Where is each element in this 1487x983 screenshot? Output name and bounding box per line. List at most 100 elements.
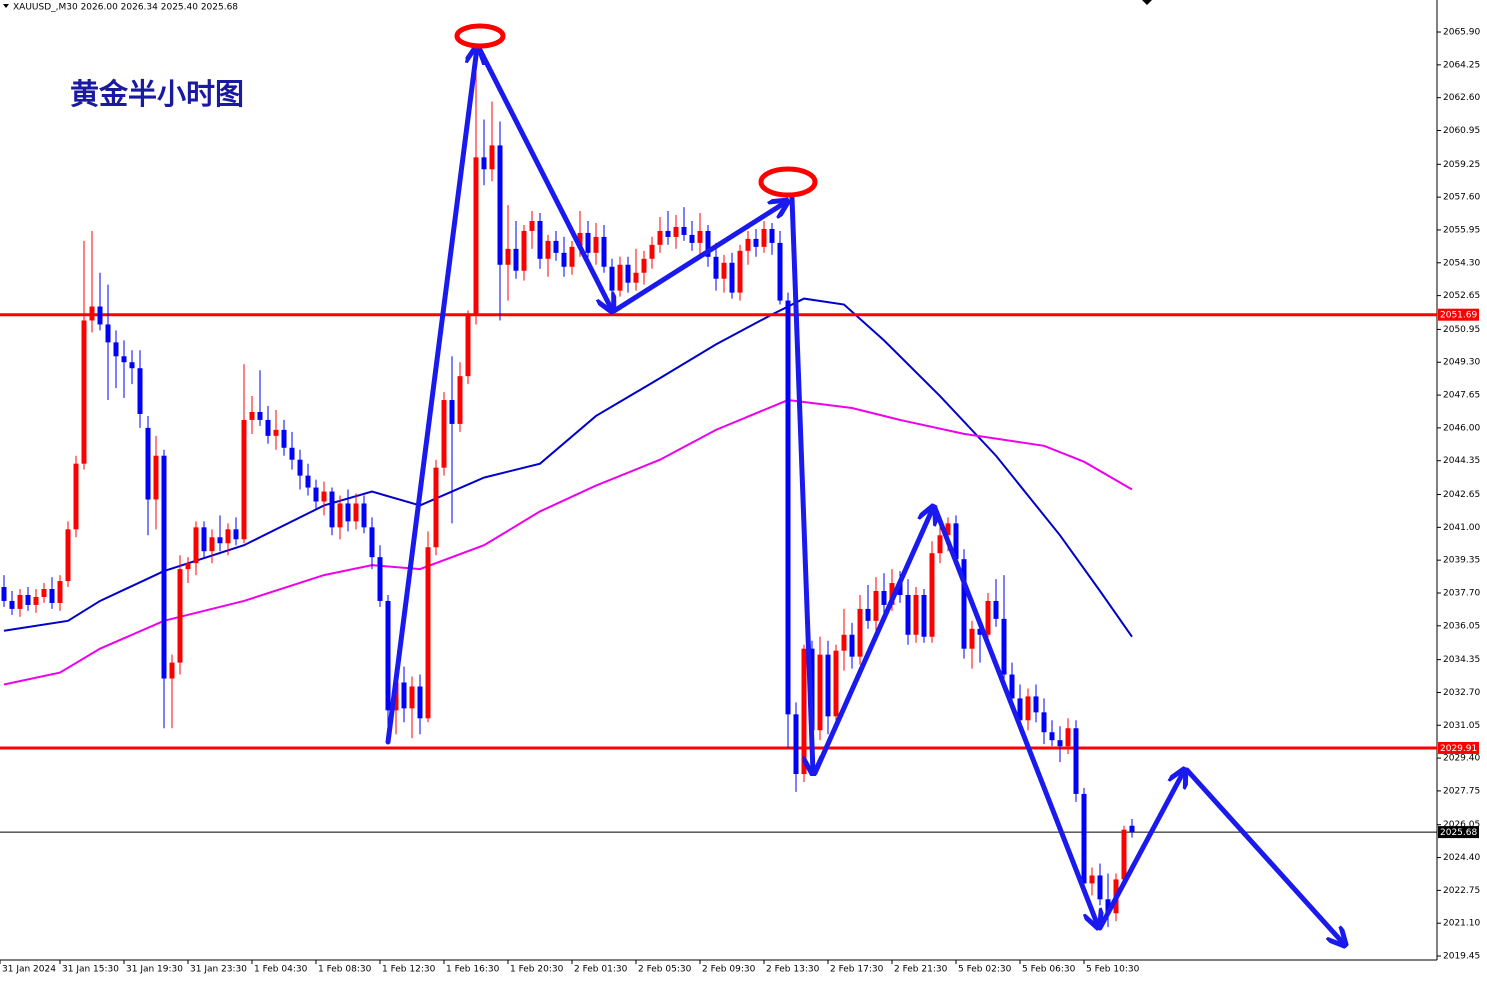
- y-tick-label: 2026.05: [1443, 820, 1480, 830]
- candle-body: [121, 356, 127, 363]
- candle-body: [841, 634, 847, 651]
- candle-body: [409, 686, 415, 709]
- y-tick-label: 2049.30: [1443, 358, 1480, 368]
- y-tick-label: 2059.25: [1443, 160, 1480, 170]
- arrow: [1097, 771, 1184, 931]
- x-tick-label: 1 Feb 08:30: [318, 965, 372, 975]
- candle-body: [153, 455, 159, 500]
- candle-body: [753, 238, 759, 247]
- y-tick-label: 2034.35: [1443, 655, 1480, 665]
- candle-body: [721, 262, 727, 279]
- candle-body: [505, 248, 511, 265]
- candle-body: [1041, 712, 1047, 733]
- candle-body: [329, 491, 335, 528]
- y-tick-label: 2044.35: [1443, 456, 1480, 466]
- x-tick-label: 2 Feb 13:30: [766, 965, 820, 975]
- x-tick-label: 31 Jan 23:30: [190, 965, 247, 975]
- candle-body: [1129, 825, 1135, 833]
- y-tick-label: 2064.25: [1443, 60, 1480, 70]
- candle-body: [177, 569, 183, 663]
- symbol-header: XAUUSD_,M30 2026.00 2026.34 2025.40 2025…: [13, 3, 238, 13]
- candle-body: [369, 527, 375, 558]
- candle-body: [401, 682, 407, 709]
- candle-body: [129, 362, 135, 369]
- x-tick-label: 2 Feb 09:30: [702, 965, 756, 975]
- candle-body: [137, 368, 143, 414]
- candle-body: [9, 600, 15, 609]
- candle-body: [249, 411, 255, 420]
- candle-body: [1097, 875, 1103, 900]
- candle-body: [1089, 875, 1095, 884]
- current-price-line-tag: [1438, 826, 1479, 839]
- candle-body: [577, 232, 583, 247]
- candle-body: [209, 537, 215, 552]
- x-tick-label: 31 Jan 15:30: [62, 965, 119, 975]
- candle-body: [377, 557, 383, 601]
- highlight-circle: [758, 166, 818, 198]
- candle-body: [897, 583, 903, 595]
- y-tick-label: 2019.45: [1443, 952, 1480, 962]
- y-tick-label: 2037.70: [1443, 588, 1480, 598]
- candle-body: [1105, 899, 1111, 914]
- candle-body: [657, 230, 663, 245]
- candle-body: [833, 650, 839, 717]
- menu-icon[interactable]: [3, 4, 9, 8]
- candle-body: [305, 475, 311, 488]
- x-tick-label: 31 Jan 19:30: [126, 965, 183, 975]
- y-tick-label: 2032.70: [1443, 688, 1480, 698]
- candle-body: [761, 228, 767, 247]
- candle-body: [545, 240, 551, 259]
- y-tick-label: 2047.65: [1443, 391, 1480, 401]
- candle-body: [825, 654, 831, 717]
- x-tick-label: 2 Feb 17:30: [830, 965, 884, 975]
- x-tick-label: 2 Feb 05:30: [638, 965, 692, 975]
- candle-body: [553, 240, 559, 253]
- y-tick-label: 2039.35: [1443, 556, 1480, 566]
- candle-body: [1065, 728, 1071, 747]
- candle-body: [697, 230, 703, 243]
- candle-body: [993, 600, 999, 619]
- candle-body: [337, 503, 343, 528]
- x-tick-label: 5 Feb 10:30: [1086, 965, 1140, 975]
- candle-body: [89, 306, 95, 321]
- candle-body: [417, 686, 423, 719]
- candle-body: [665, 230, 671, 237]
- y-tick-label: 2055.95: [1443, 225, 1480, 235]
- support-resistance-line-label: 2029.91: [1440, 744, 1477, 754]
- candle-body: [969, 628, 975, 649]
- candle-body: [385, 600, 391, 711]
- arrow: [789, 195, 813, 772]
- candle-body: [497, 145, 503, 265]
- candle-body: [297, 459, 303, 476]
- candle-body: [81, 320, 87, 464]
- candle-body: [921, 594, 927, 637]
- x-tick-label: 1 Feb 12:30: [382, 965, 436, 975]
- candle-body: [801, 648, 807, 775]
- candle-body: [953, 523, 959, 560]
- candle-body: [529, 221, 535, 231]
- candle-body: [705, 230, 711, 257]
- candle-body: [745, 238, 751, 251]
- shift-marker: [1142, 0, 1152, 5]
- candle-body: [849, 634, 855, 657]
- arrow: [812, 508, 933, 776]
- candle-body: [17, 594, 23, 609]
- y-tick-label: 2060.95: [1443, 126, 1480, 136]
- candle-body: [1073, 728, 1079, 794]
- candle-body: [1049, 732, 1055, 741]
- candle-body: [449, 400, 455, 424]
- support-resistance-line-label: 2051.69: [1440, 311, 1477, 321]
- candle-body: [673, 226, 679, 237]
- candle-body: [489, 145, 495, 170]
- candle-body: [481, 157, 487, 170]
- candle-body: [1025, 696, 1031, 721]
- candle-body: [105, 324, 111, 343]
- y-tick-label: 2054.30: [1443, 258, 1480, 268]
- candle-body: [633, 272, 639, 283]
- arrow: [385, 48, 477, 745]
- candle-body: [1001, 618, 1007, 675]
- chart-title: 黄金半小时图: [70, 77, 244, 111]
- y-tick-label: 2050.95: [1443, 325, 1480, 335]
